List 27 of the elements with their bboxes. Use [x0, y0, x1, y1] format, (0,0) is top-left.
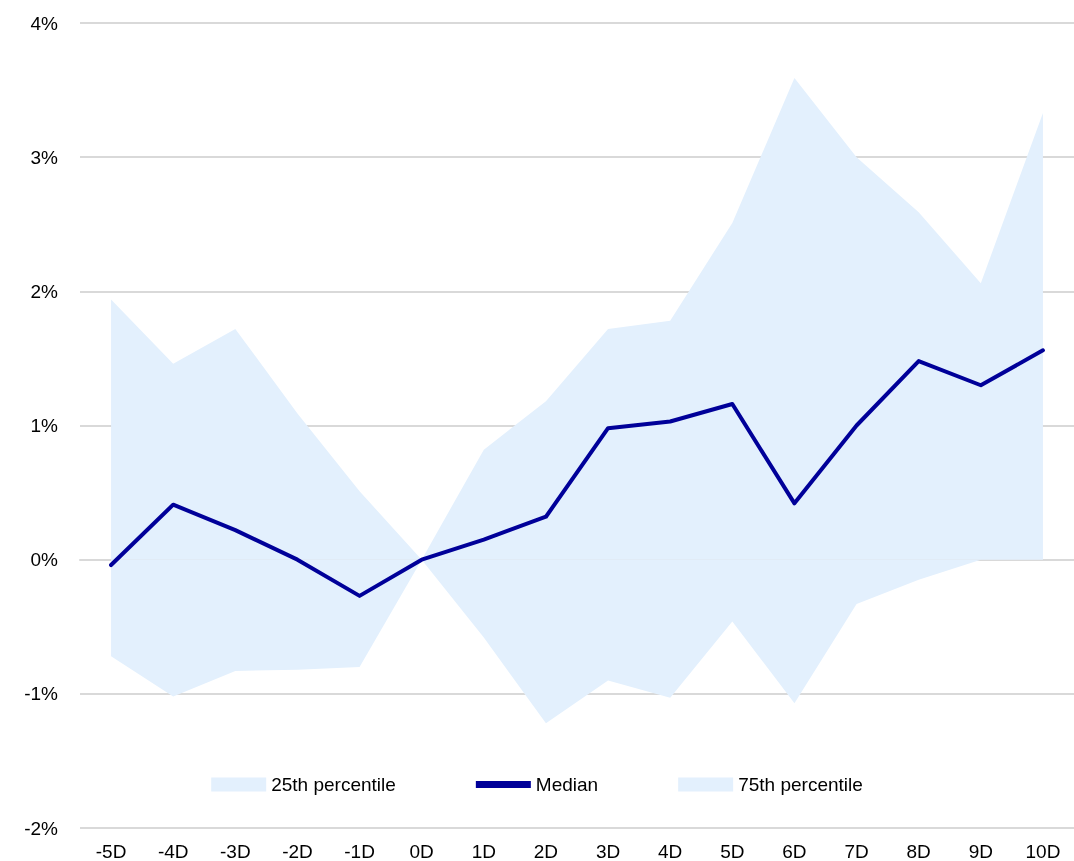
x-tick-label: 9D: [968, 841, 993, 861]
x-tick-label: 0D: [409, 841, 434, 861]
x-tick-label: 8D: [906, 841, 931, 861]
x-tick-label: -1D: [344, 841, 375, 861]
y-tick-label: 0%: [30, 549, 59, 571]
x-tick-label: 7D: [844, 841, 869, 861]
x-tick-label: 5D: [720, 841, 745, 861]
y-tick-label: -1%: [24, 683, 59, 705]
x-tick-label: 6D: [782, 841, 807, 861]
legend-label: 25th percentile: [271, 774, 396, 795]
y-tick-label: -2%: [24, 817, 59, 839]
y-tick-label: 2%: [30, 280, 59, 302]
x-tick-label: -3D: [220, 841, 251, 861]
x-tick-label: 10D: [1025, 841, 1061, 861]
legend-label: Median: [535, 774, 599, 795]
line-series: [109, 348, 1045, 598]
y-tick-label: 1%: [30, 415, 59, 436]
x-tick-label: -5D: [95, 841, 127, 861]
x-tick-label: -4D: [157, 841, 189, 861]
x-tick-label: 3D: [595, 841, 621, 861]
x-tick-label: 2D: [533, 841, 559, 861]
x-tick-label: 4D: [658, 841, 683, 861]
x-tick-label: -2D: [282, 841, 313, 861]
y-tick-label: 4%: [30, 12, 59, 34]
x-tick-label: 1D: [471, 841, 496, 861]
y-tick-label: 3%: [30, 146, 59, 168]
legend-label: 75th percentile: [738, 774, 863, 795]
